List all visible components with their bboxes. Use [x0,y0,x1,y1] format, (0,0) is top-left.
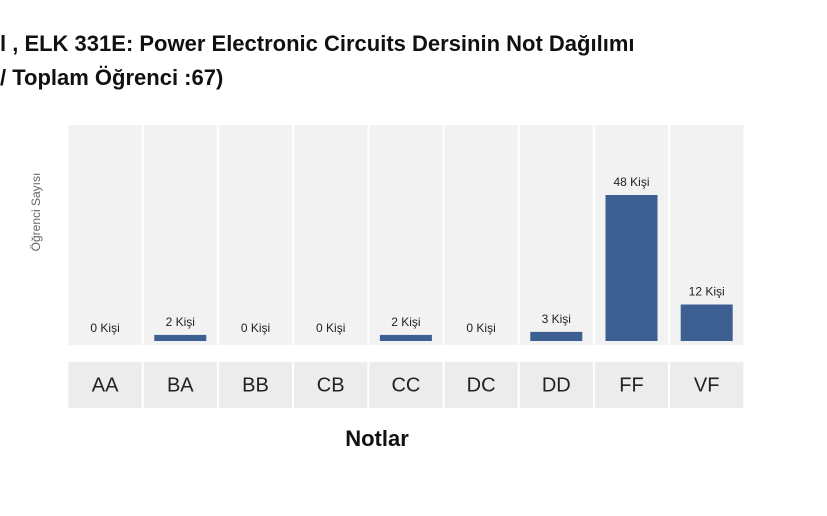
x-tick-label: DD [542,374,571,396]
value-label: 0 Kişi [466,321,495,335]
chart-title: / Toplam Öğrenci :67) [0,65,223,90]
x-tick-label: BB [242,374,269,396]
column-background [369,125,443,345]
value-label: 2 Kişi [391,315,420,329]
bar [530,331,583,341]
value-label: 0 Kişi [241,321,270,335]
column-background [444,125,518,345]
category-box [294,362,368,408]
x-tick-label: VF [694,374,720,396]
column-background [519,125,593,345]
category-box [369,362,443,408]
category-box [519,362,593,408]
value-label: 0 Kişi [90,321,119,335]
x-tick-label: DC [467,374,496,396]
value-label: 0 Kişi [316,321,345,335]
category-box [68,362,142,408]
bar [605,195,658,341]
bar [680,304,733,341]
y-axis-label: Öğrenci Sayısı [29,173,43,252]
column-background [218,125,293,345]
x-tick-label: BA [167,374,194,396]
column-background [143,125,217,345]
value-label: 2 Kişi [166,315,195,329]
chart-title: l , ELK 331E: Power Electronic Circuits … [0,31,635,56]
category-box [594,362,669,408]
column-background [294,125,368,345]
x-tick-label: CC [391,374,420,396]
x-tick-label: CB [317,374,345,396]
value-label: 48 Kişi [613,175,649,189]
category-box [670,362,744,408]
bar [379,334,432,341]
x-tick-label: AA [92,374,119,396]
category-box [218,362,293,408]
column-background [68,125,142,345]
category-box [143,362,217,408]
x-tick-label: FF [619,374,643,396]
x-axis-label: Notlar [345,426,409,451]
value-label: 3 Kişi [542,312,571,326]
value-label: 12 Kişi [689,285,725,299]
bar [154,334,207,341]
category-box [444,362,518,408]
